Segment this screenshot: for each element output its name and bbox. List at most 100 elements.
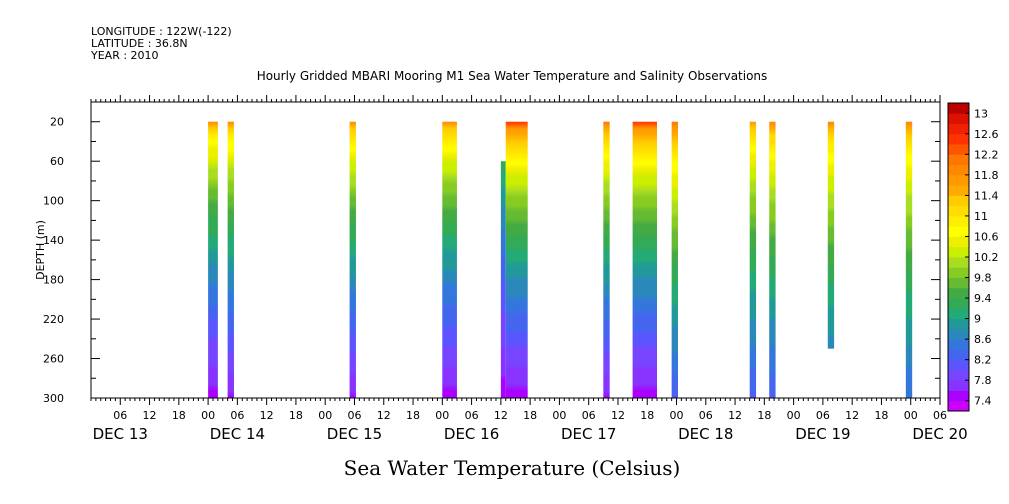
colorbar-swatch [948,164,969,176]
y-tick-label: 20 [50,116,64,129]
colorbar-swatch [948,328,969,340]
colorbar-label: 12.2 [974,148,999,161]
colorbar-swatch [948,349,969,361]
colorbar-swatch [948,144,969,155]
temperature-profile-bar [500,161,506,398]
colorbar-swatch [948,298,969,309]
latitude-label: LATITUDE : 36.8N [91,37,188,50]
x-axis-footer-label: Sea Water Temperature (Celsius) [344,456,681,480]
x-tick-label: 18 [640,409,654,422]
colorbar-swatch [948,339,969,350]
x-tick-label: 12 [494,409,508,422]
x-day-label: DEC 14 [210,425,265,443]
colorbar-swatch [948,277,969,289]
temperature-profile-bar [671,121,678,398]
x-tick-label: 12 [611,409,625,422]
temperature-profile-bar [905,121,913,398]
temperature-profile-bar [442,121,457,398]
x-tick-label: 18 [406,409,420,422]
x-tick-label: 00 [201,409,215,422]
y-tick-label: 260 [43,353,64,366]
colorbar-label: 10.2 [974,251,999,264]
y-axis-label: DEPTH (m) [34,220,47,280]
x-tick-label: 18 [523,409,537,422]
colorbar: 13 12.6 12.2 11.8 11.4 11 10.6 10.2 9.8 9.4 9 8.6 8.… [947,102,999,412]
colorbar-swatch [948,308,969,319]
colorbar-label: 8.2 [974,354,992,367]
x-tick-label: 00 [318,409,332,422]
colorbar-swatch [948,267,969,278]
temperature-profile-bar [769,121,776,398]
x-day-label: DEC 17 [561,425,616,443]
x-tick-label: 18 [874,409,888,422]
colorbar-label: 10.6 [974,230,999,243]
chart-title: Hourly Gridded MBARI Mooring M1 Sea Wate… [257,69,768,83]
colorbar-label: 9.8 [974,272,992,285]
colorbar-label: 9.4 [974,292,992,305]
colorbar-label: 13 [974,107,988,120]
x-day-label: DEC 20 [912,425,967,443]
x-tick-label: 12 [143,409,157,422]
colorbar-label: 12.6 [974,128,999,141]
x-tick-label: 00 [670,409,684,422]
colorbar-label: 11.8 [974,169,999,182]
x-tick-label: 06 [347,409,361,422]
colorbar-swatch [948,257,969,268]
x-day-label: DEC 19 [795,425,850,443]
x-tick-label: 00 [552,409,566,422]
temperature-profile-bar [749,121,757,398]
x-tick-label: 18 [289,409,303,422]
temperature-profile-bar [505,121,528,398]
colorbar-label: 8.6 [974,333,992,346]
x-tick-label: 06 [113,409,127,422]
temperature-profile-bar [827,121,835,349]
colorbar-swatch [948,287,969,299]
y-tick-label: 220 [43,313,64,326]
y-tick-label: 100 [43,195,64,208]
x-tick-label: 06 [699,409,713,422]
colorbar-label: 11 [974,210,988,223]
colorbar-swatch [948,226,969,237]
temperature-profile-bar [603,121,610,398]
x-tick-label: 18 [757,409,771,422]
x-tick-label: 00 [904,409,918,422]
colorbar-label: 9 [974,313,981,326]
x-tick-label: 00 [435,409,449,422]
y-tick-label: 140 [43,234,64,247]
temperature-profile-bar [208,121,218,398]
colorbar-swatch [948,103,969,114]
colorbar-swatch [948,174,969,186]
y-tick-label: 300 [43,392,64,405]
x-tick-label: 12 [260,409,274,422]
x-tick-label: 12 [728,409,742,422]
colorbar-swatch [948,185,969,196]
colorbar-swatch [948,359,969,371]
x-tick-label: 06 [230,409,244,422]
colorbar-swatch [948,195,969,207]
colorbar-swatch [948,113,969,124]
x-tick-label: 18 [172,409,186,422]
colorbar-swatch [948,390,969,402]
axes: 06 12 18 00 06 12 18 00 06 12 18 00 06 12 18 00 06 12 18 00… [43,95,968,443]
colorbar-swatch [948,380,969,391]
colorbar-swatch [948,246,969,258]
colorbar-label: 7.4 [974,395,992,408]
x-tick-label: 12 [845,409,859,422]
colorbar-swatch [948,123,969,135]
temperature-profiles [208,121,913,398]
x-day-label: DEC 18 [678,425,733,443]
x-tick-label: 06 [465,409,479,422]
x-day-label: DEC 13 [93,425,148,443]
y-tick-label: 60 [50,155,64,168]
x-tick-label: 06 [582,409,596,422]
colorbar-swatch [948,133,969,145]
temperature-profile-bar [227,121,234,398]
longitude-label: LONGITUDE : 122W(-122) [91,25,232,38]
colorbar-swatch [948,369,969,381]
x-tick-label: 12 [377,409,391,422]
x-day-label: DEC 15 [327,425,382,443]
colorbar-label: 11.4 [974,189,999,202]
colorbar-swatch [948,215,969,227]
colorbar-swatch [948,236,969,248]
